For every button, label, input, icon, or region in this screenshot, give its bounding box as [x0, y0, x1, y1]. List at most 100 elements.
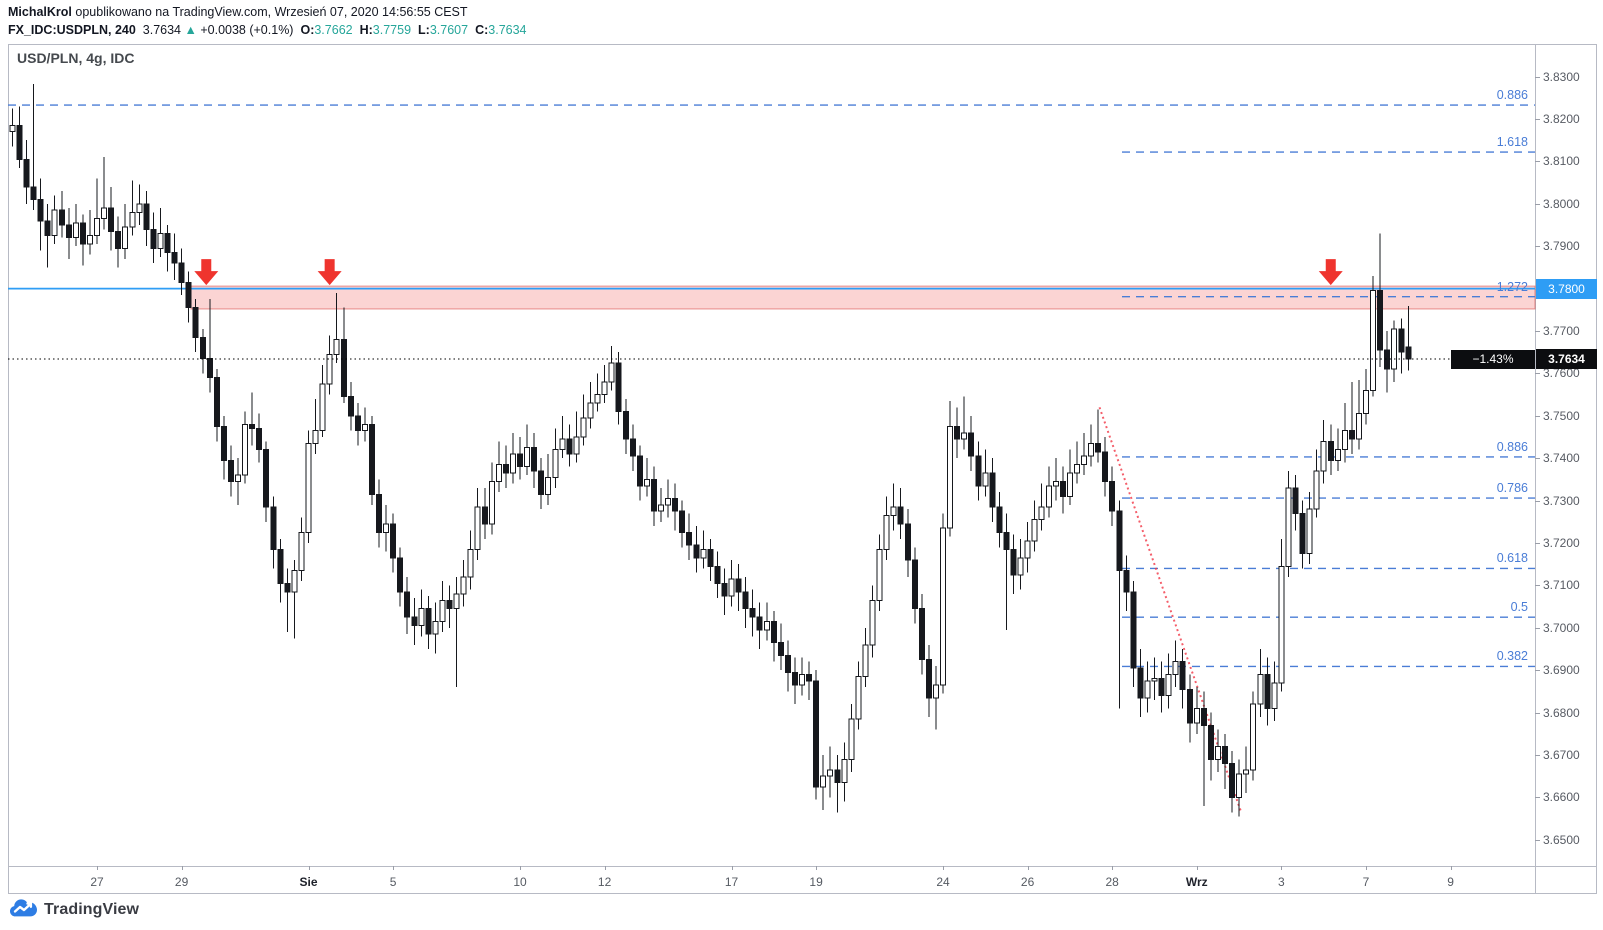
- candle-body: [1377, 290, 1384, 351]
- price-change: +0.0038 (+0.1%): [200, 23, 294, 37]
- candle-body: [714, 565, 721, 584]
- candle-body: [1327, 440, 1334, 461]
- candle-body: [975, 455, 982, 487]
- candle-body: [256, 428, 263, 451]
- outer-bottom-border: [8, 893, 1597, 894]
- candle-body: [1341, 430, 1348, 451]
- candle-body: [495, 464, 502, 483]
- candle-body: [509, 453, 516, 474]
- candle-body: [488, 481, 495, 525]
- candle-body: [1017, 557, 1024, 576]
- candle-body: [799, 673, 805, 686]
- candle-body: [397, 557, 404, 593]
- candle-body: [1109, 481, 1116, 512]
- plot-top-border: [8, 44, 1597, 45]
- candle-body: [136, 203, 143, 213]
- price-axis-border[interactable]: [1535, 44, 1536, 893]
- candle-body: [143, 203, 150, 230]
- down-arrow-marker-2: [317, 259, 342, 286]
- candle-body: [1130, 591, 1137, 669]
- candle-body: [1200, 707, 1207, 726]
- candle-body: [784, 654, 791, 673]
- candle-body: [742, 591, 749, 610]
- tradingview-logo-icon: [10, 899, 37, 917]
- candle-body: [580, 417, 587, 438]
- candle-body: [658, 504, 664, 512]
- current-price-badge: 3.7634: [1536, 349, 1597, 369]
- time-axis-border[interactable]: [8, 866, 1597, 867]
- candle-body: [1081, 455, 1087, 466]
- candle-body: [643, 478, 650, 487]
- candle-body: [700, 548, 707, 559]
- candle-body: [1391, 328, 1398, 370]
- candle-body: [890, 506, 897, 516]
- candle-body: [911, 559, 918, 610]
- candle-body: [1179, 661, 1186, 690]
- open-label: O:: [300, 23, 315, 37]
- candle-body: [735, 578, 742, 593]
- candle-body: [763, 620, 770, 631]
- candle-body: [932, 684, 939, 699]
- candle-body: [122, 226, 129, 249]
- candle-body: [869, 599, 876, 646]
- close-label: C:: [475, 23, 489, 37]
- candle-body: [721, 582, 728, 597]
- candle-body: [1059, 481, 1066, 497]
- candle-body: [1285, 487, 1292, 567]
- candle-body: [1370, 290, 1377, 391]
- candle-body: [925, 659, 932, 699]
- last-price: 3.7634: [142, 23, 181, 37]
- tradingview-logo[interactable]: TradingView: [10, 899, 139, 920]
- candle-body: [1144, 680, 1151, 699]
- level-price-badge: 3.7800: [1536, 279, 1597, 299]
- down-arrow-marker-3: [1318, 259, 1343, 286]
- candle-body: [1151, 678, 1158, 682]
- candle-body: [1384, 349, 1391, 370]
- candle-body: [30, 186, 37, 201]
- candle-body: [1299, 512, 1306, 555]
- candle-body: [686, 531, 693, 546]
- candle-body: [425, 608, 432, 635]
- candle-body: [263, 449, 270, 508]
- candle-body: [418, 608, 425, 627]
- candle-body: [16, 124, 23, 160]
- candle-body: [947, 425, 954, 529]
- candle-body: [1306, 508, 1313, 555]
- high-label: H:: [359, 23, 373, 37]
- candle-body: [897, 506, 904, 525]
- candle-body: [904, 523, 911, 561]
- candle-body: [813, 680, 820, 788]
- candle-body: [108, 207, 115, 232]
- candle-body: [390, 523, 397, 559]
- candle-body: [827, 769, 834, 777]
- candle-body: [284, 582, 291, 593]
- candle-body: [1088, 442, 1095, 457]
- candle-body: [9, 124, 16, 133]
- candle-body: [848, 718, 855, 760]
- candle-body: [44, 220, 51, 237]
- candle-body: [1073, 464, 1080, 474]
- candle-body: [305, 442, 312, 533]
- candle-body: [1313, 470, 1320, 510]
- candle-body: [1031, 519, 1038, 542]
- candle-body: [298, 531, 305, 572]
- candle-body: [806, 673, 813, 682]
- candle-body: [615, 362, 622, 413]
- candle-body: [270, 506, 277, 550]
- candle-body: [157, 232, 164, 249]
- candle-body: [834, 769, 841, 784]
- low-value: 3.7607: [429, 23, 469, 37]
- candle-body: [587, 402, 594, 419]
- candle-body: [65, 224, 72, 239]
- candle-body: [235, 474, 241, 483]
- candle-body: [601, 381, 608, 396]
- candle-body: [517, 453, 523, 468]
- low-label: L:: [418, 23, 430, 37]
- candle-body: [383, 523, 390, 533]
- candle-body: [791, 671, 798, 686]
- candle-body: [883, 514, 890, 550]
- candle-body: [679, 510, 686, 533]
- candle-body: [333, 338, 340, 355]
- candle-body: [171, 252, 178, 264]
